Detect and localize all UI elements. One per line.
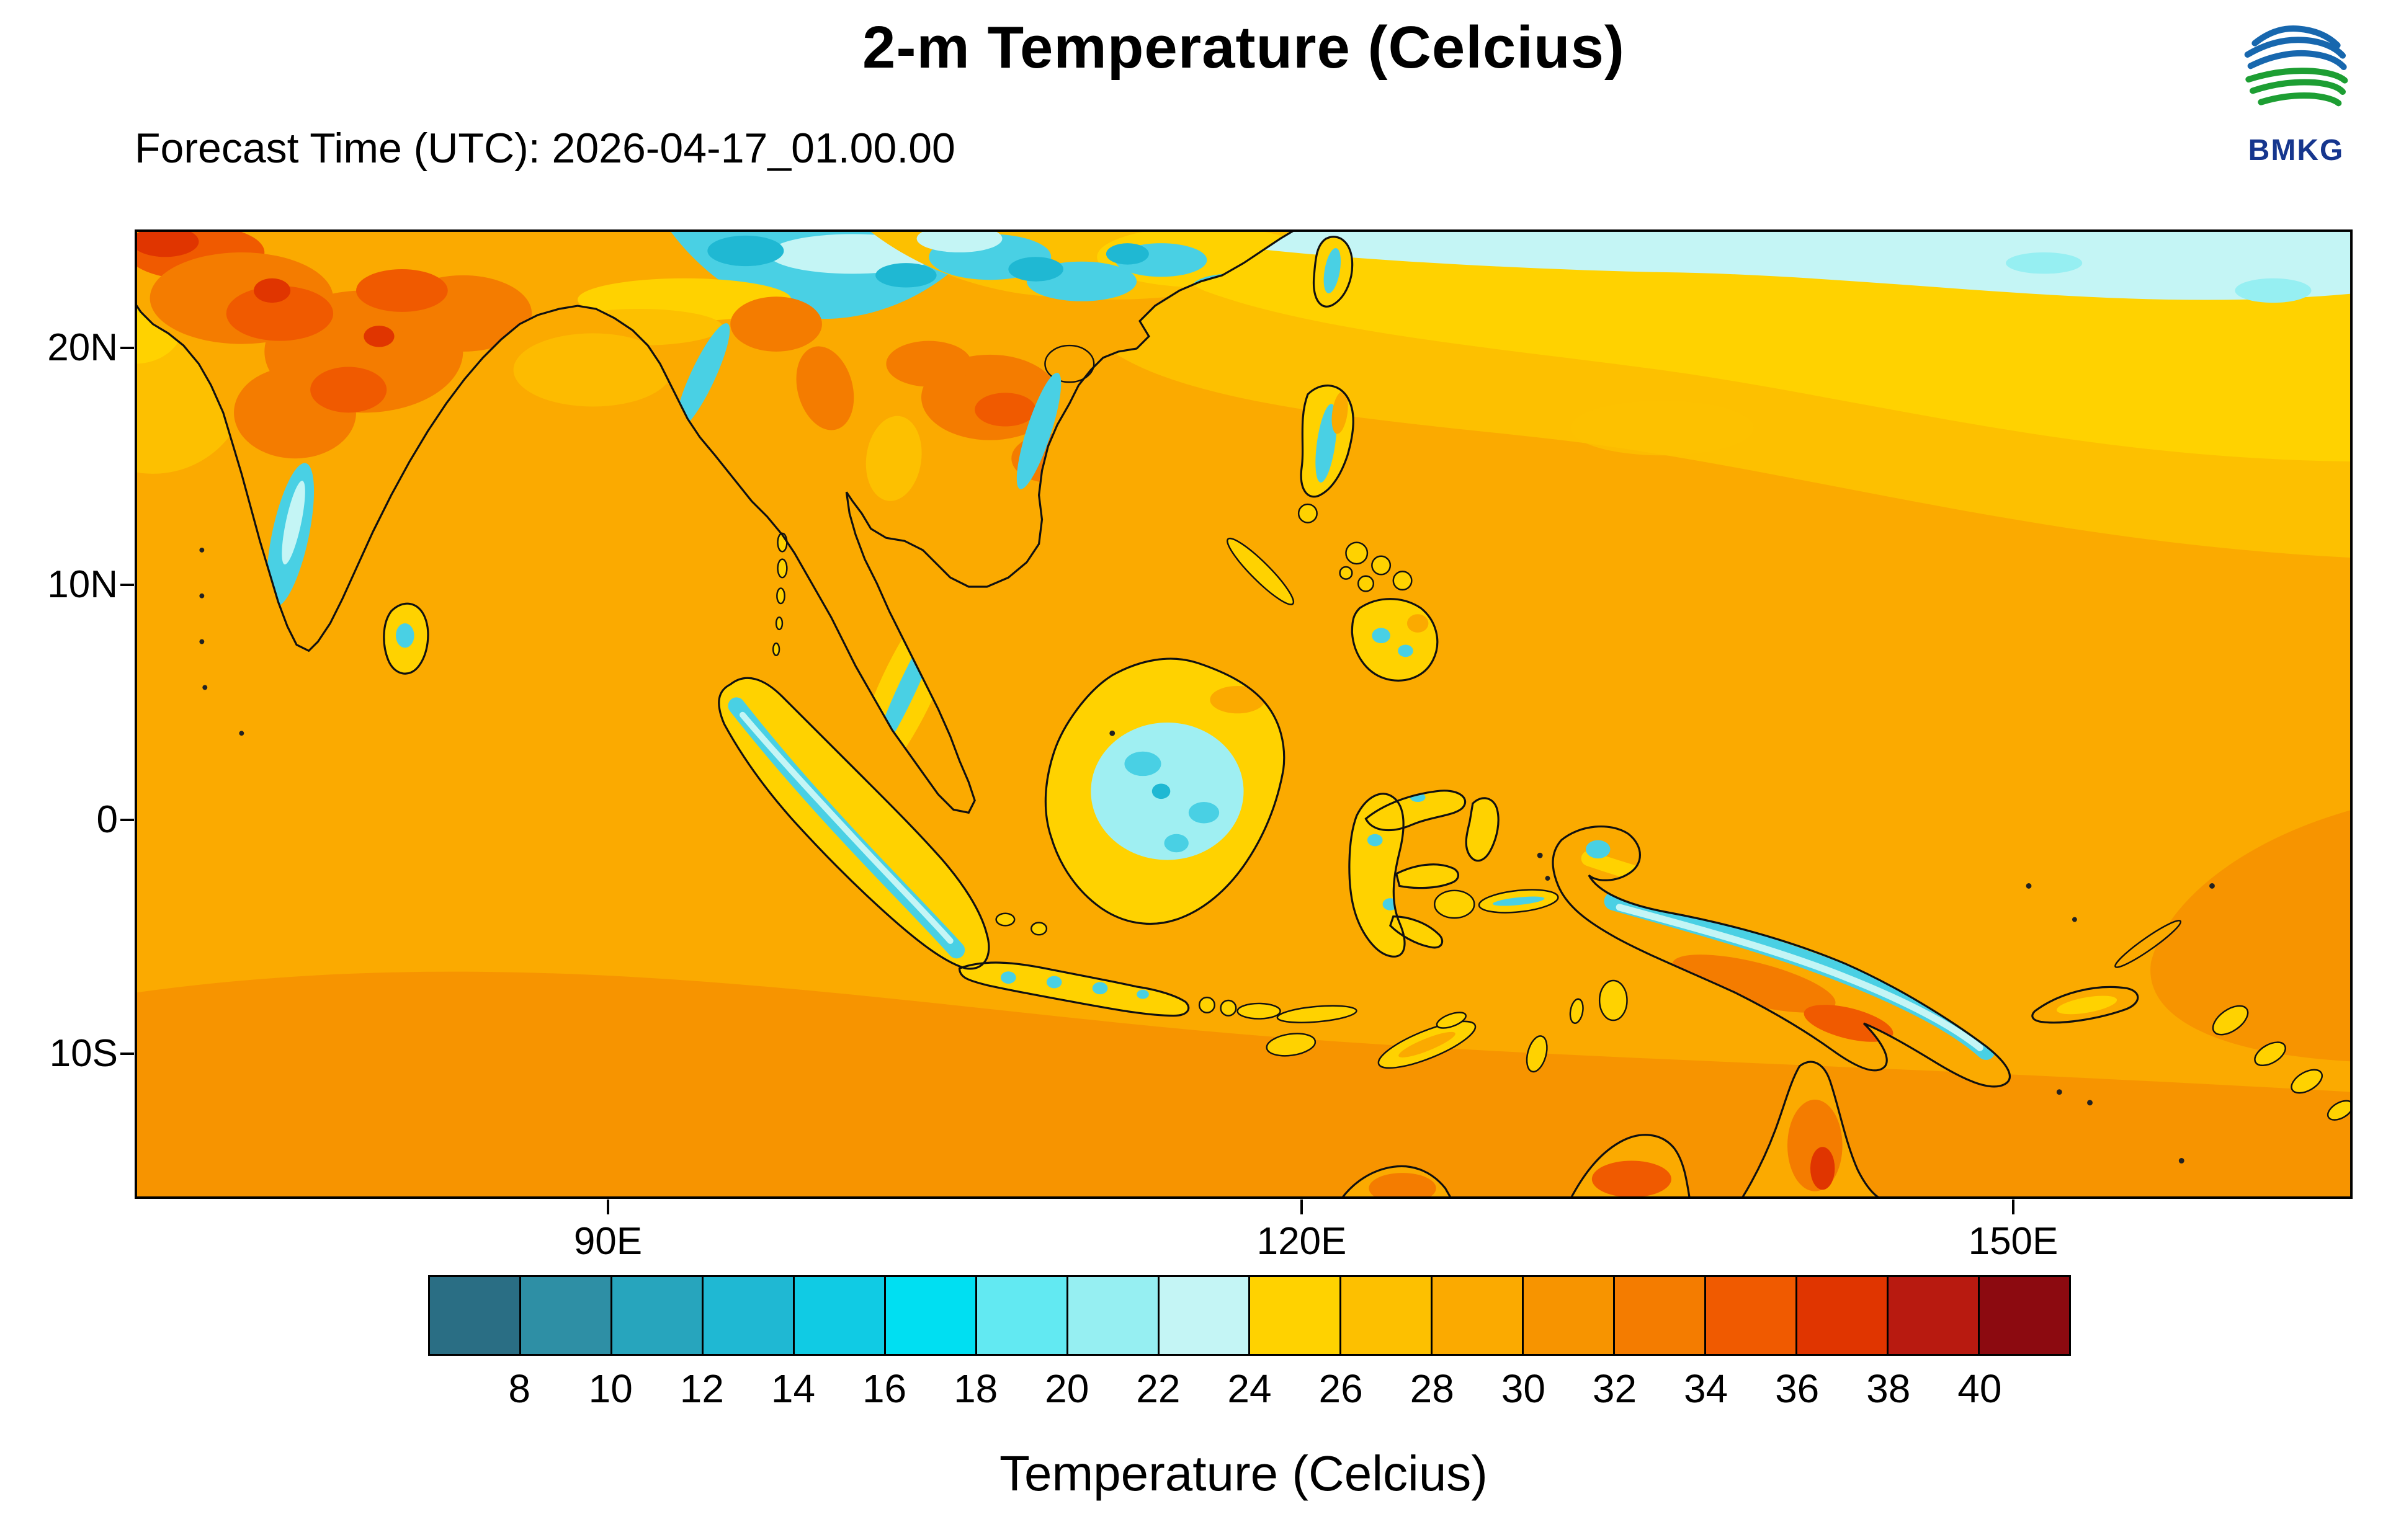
forecast-time-label: Forecast Time (UTC): 2026-04-17_01.00.00	[135, 125, 955, 172]
bmkg-logo: BMKG	[2231, 11, 2361, 167]
lat-tick-20n	[120, 347, 134, 349]
colorbar-cell	[1797, 1275, 1889, 1356]
colorbar-tick-label: 34	[1683, 1366, 1728, 1411]
colorbar-cells	[428, 1275, 2071, 1356]
map-frame	[135, 229, 2353, 1199]
colorbar-cell	[1433, 1275, 1524, 1356]
temperature-map	[135, 229, 2353, 1199]
colorbar-tick-label: 36	[1775, 1366, 1820, 1411]
colorbar-cell	[885, 1275, 977, 1356]
colorbar-cell	[977, 1275, 1068, 1356]
lat-label-10n: 10N	[47, 563, 118, 606]
colorbar-tick-label: 16	[862, 1366, 907, 1411]
colorbar-tick-labels: 8 10 12 14 16 18 20 22 24 26 28 30 32 34 36 38 40	[428, 1366, 2071, 1415]
colorbar-tick-label: 38	[1866, 1366, 1911, 1411]
bmkg-logo-text: BMKG	[2248, 134, 2345, 167]
colorbar-cell	[1250, 1275, 1342, 1356]
colorbar-cell	[1159, 1275, 1251, 1356]
lon-label-120e: 120E	[1256, 1220, 1347, 1263]
colorbar-title: Temperature (Celcius)	[999, 1446, 1488, 1501]
colorbar-tick-label: 24	[1227, 1366, 1272, 1411]
colorbar-cell	[1068, 1275, 1160, 1356]
colorbar-cell	[1889, 1275, 1980, 1356]
colorbar-tick-label: 30	[1501, 1366, 1545, 1411]
colorbar-cell	[428, 1275, 521, 1356]
colorbar-tick-label: 32	[1592, 1366, 1637, 1411]
colorbar-cell	[1341, 1275, 1433, 1356]
land-temperature-mottling	[135, 229, 2117, 1199]
colorbar-tick-label: 26	[1318, 1366, 1363, 1411]
colorbar-tick-label: 20	[1045, 1366, 1089, 1411]
bmkg-logo-icon	[2244, 25, 2348, 107]
colorbar-tick-label: 8	[508, 1366, 530, 1411]
lon-tick-90e	[607, 1200, 609, 1214]
colorbar-cell	[1706, 1275, 1798, 1356]
lon-label-90e: 90E	[573, 1220, 643, 1263]
colorbar-cell	[1979, 1275, 2071, 1356]
temperature-field-svg	[135, 229, 2353, 1199]
colorbar: 8 10 12 14 16 18 20 22 24 26 28 30 32 34 36 38 40	[428, 1275, 2071, 1415]
colorbar-cell	[1615, 1275, 1707, 1356]
atoll-dots	[199, 547, 2215, 1164]
colorbar-cell	[612, 1275, 704, 1356]
colorbar-cell	[521, 1275, 612, 1356]
colorbar-tick-label: 12	[679, 1366, 724, 1411]
colorbar-tick-label: 28	[1410, 1366, 1454, 1411]
colorbar-cell	[1524, 1275, 1616, 1356]
colorbar-tick-label: 18	[954, 1366, 998, 1411]
colorbar-tick-label: 22	[1136, 1366, 1181, 1411]
lat-tick-10s	[120, 1053, 134, 1055]
lat-label-0: 0	[96, 798, 118, 841]
colorbar-tick-label: 40	[1957, 1366, 2002, 1411]
lat-tick-10n	[120, 584, 134, 586]
lat-label-10s: 10S	[49, 1032, 118, 1075]
colorbar-tick-label: 14	[771, 1366, 816, 1411]
colorbar-cell	[794, 1275, 886, 1356]
lon-tick-120e	[1300, 1200, 1303, 1214]
lon-tick-150e	[2012, 1200, 2014, 1214]
lat-tick-0	[120, 819, 134, 821]
lon-label-150e: 150E	[1968, 1220, 2059, 1263]
page-title: 2-m Temperature (Celcius)	[862, 14, 1625, 81]
colorbar-cell	[703, 1275, 795, 1356]
colorbar-tick-label: 10	[588, 1366, 633, 1411]
lat-label-20n: 20N	[47, 326, 118, 369]
